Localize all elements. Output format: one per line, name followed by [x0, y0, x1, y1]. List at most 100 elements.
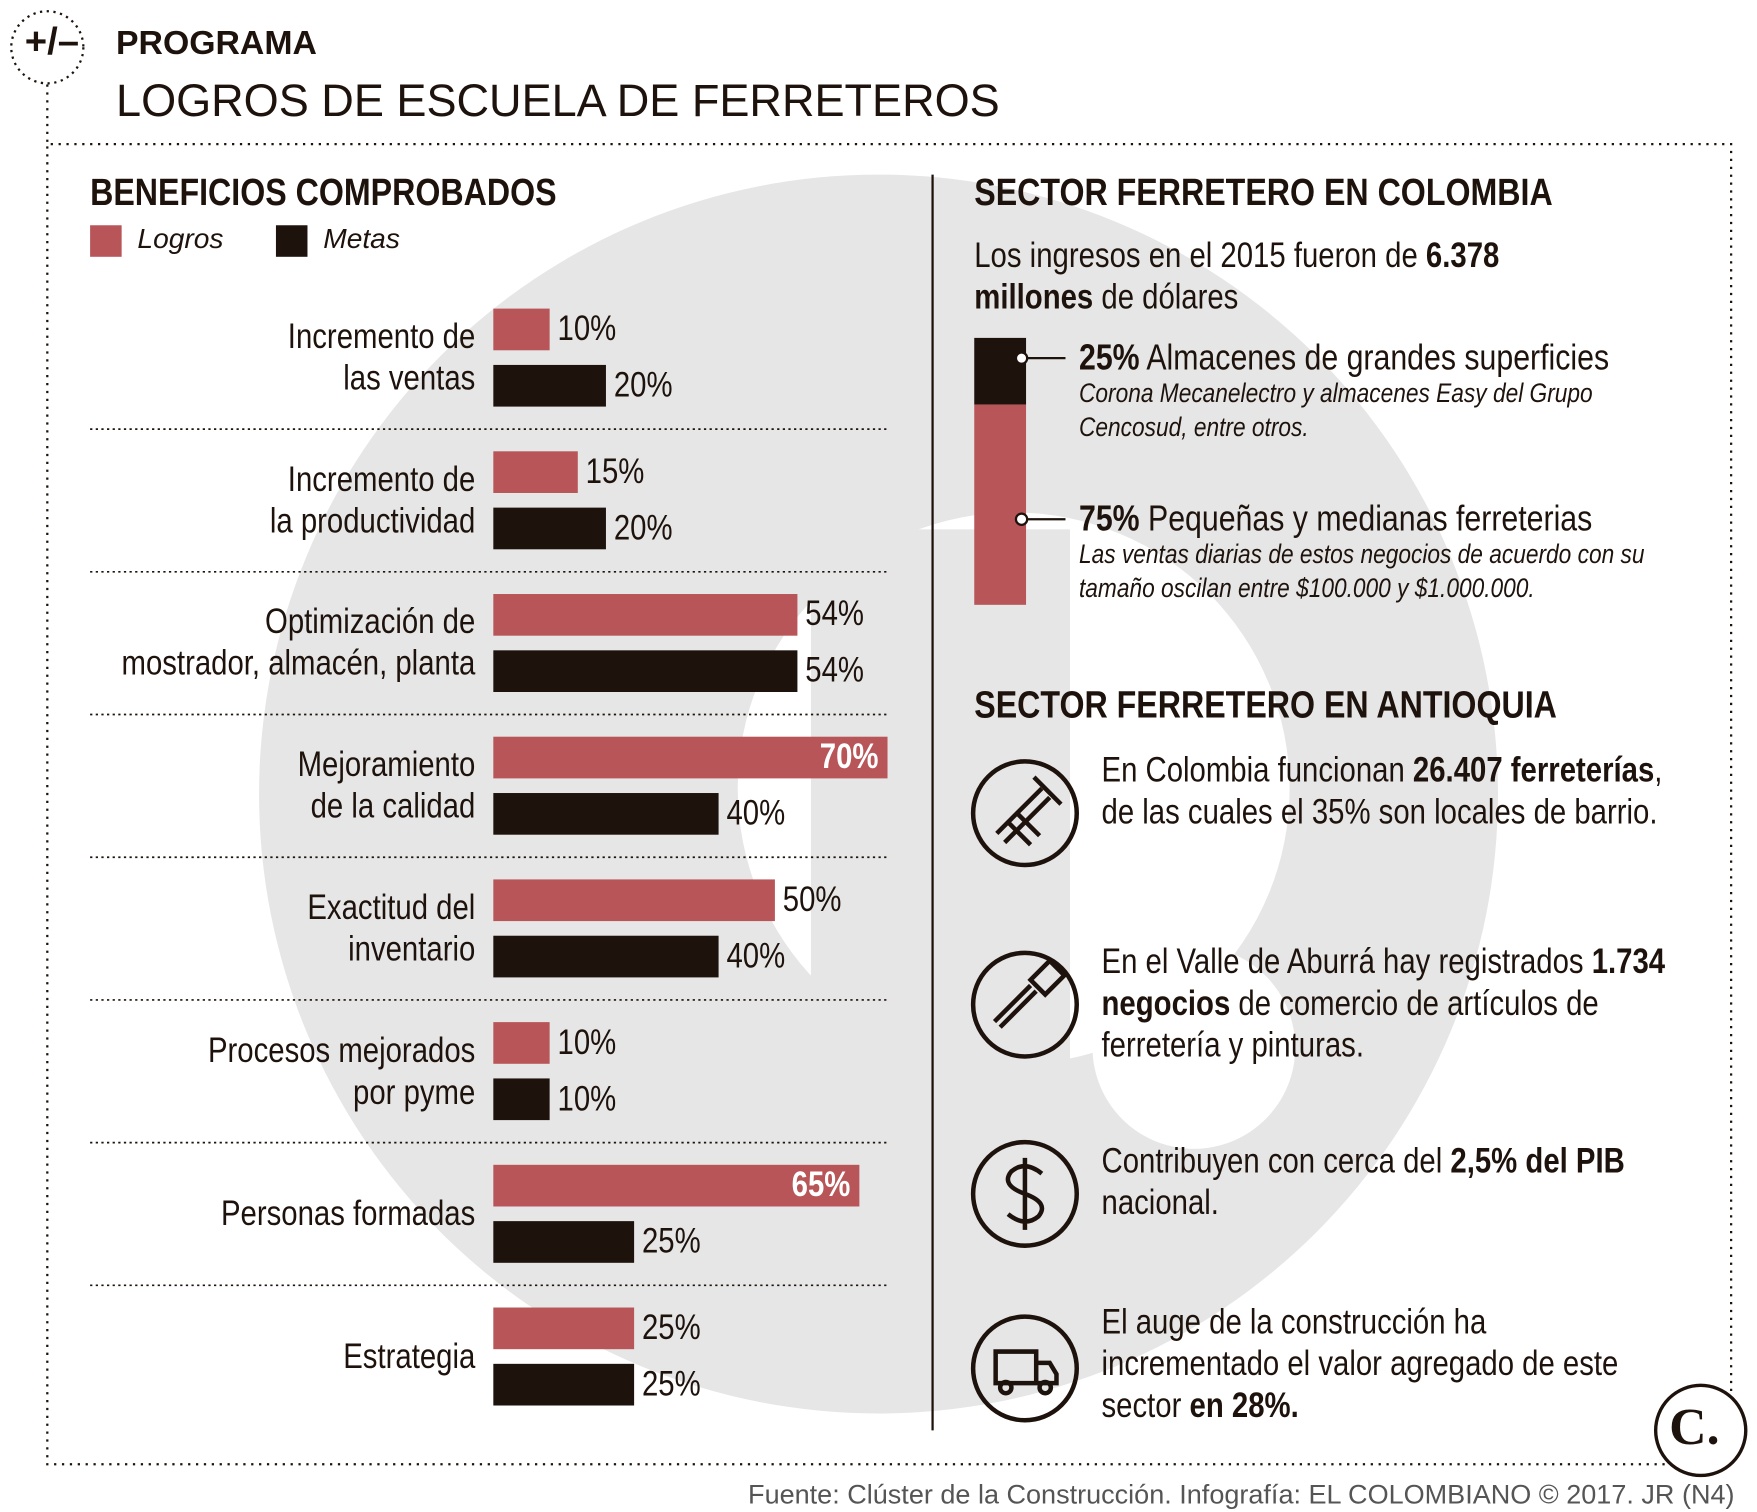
section-title: SECTOR FERRETERO EN COLOMBIA: [974, 171, 1553, 214]
legend-swatch: [275, 225, 308, 257]
icon-screw: [970, 759, 1079, 868]
rich-text: En Colombia funcionan 26.407 ferreterías…: [1102, 749, 1670, 832]
text-part: de comercio de artículos de ferretería y…: [1101, 983, 1599, 1065]
bar: [493, 879, 775, 922]
category-label: Mejoramiento de la calidad: [297, 744, 476, 826]
value-label: 50%: [782, 879, 842, 919]
category-label: Exactitud del inventario: [307, 887, 476, 969]
bar: [493, 507, 606, 550]
logo-ring: [1653, 1383, 1748, 1478]
bar: [493, 1022, 550, 1064]
bar: [493, 364, 606, 407]
value-label: 25%: [641, 1221, 701, 1261]
stack-segment: [974, 404, 1027, 605]
value-label: 20%: [613, 507, 673, 548]
value-label: 40%: [726, 793, 786, 833]
text-part: El auge de la construcción ha incrementa…: [1101, 1302, 1619, 1425]
text-part: En Colombia funcionan: [1101, 750, 1413, 790]
value-label: 54%: [805, 594, 865, 634]
segment-note: Corona Mecanelectro y almacenes Easy del…: [1078, 378, 1593, 443]
value-label: 10%: [557, 1078, 617, 1118]
category-label: Incremento de la productividad: [269, 459, 476, 541]
stack-label: 25% Almacenes de grandes superficies: [1079, 337, 1609, 379]
text-part: 6.378 millones: [974, 235, 1500, 317]
icon-dollar: [970, 1139, 1079, 1248]
value-label: 10%: [557, 1022, 617, 1062]
title: LOGROS DE ESCUELA DE FERRETEROS: [116, 76, 1000, 127]
value-label: 10%: [557, 308, 617, 349]
rich-text: Los ingresos en el 2015 fueron de 6.378 …: [974, 234, 1598, 317]
kicker: PROGRAMA: [116, 24, 317, 62]
legend-label: Logros: [137, 223, 224, 255]
bar: [493, 308, 550, 351]
icon-dollar-glyph: [1005, 1157, 1045, 1230]
icon-wheel: [997, 1379, 1014, 1396]
text-part: Los ingresos en el 2015 fueron de: [974, 235, 1426, 275]
text-part: de dólares: [1093, 277, 1239, 317]
bar: [493, 650, 798, 692]
value-label: 54%: [805, 650, 865, 690]
section-title: SECTOR FERRETERO EN ANTIOQUIA: [974, 683, 1557, 727]
bar: [493, 1221, 635, 1263]
bar: [493, 1363, 635, 1406]
text-part: 2,5% del PIB: [1450, 1140, 1625, 1181]
footer-source: Fuente: Clúster de la Construcción. Info…: [748, 1479, 1735, 1511]
value-label: 25%: [1078, 336, 1140, 378]
watermark: [810, 529, 1070, 1127]
segment-label: Pequeñas y medianas ferreterias: [1148, 497, 1593, 539]
legend-swatch: [90, 225, 122, 257]
category-label: Procesos mejorados por pyme: [207, 1030, 476, 1112]
value-label: 40%: [726, 935, 786, 976]
badge: +/–: [24, 20, 80, 64]
frame: [46, 84, 1733, 1466]
bar: [493, 1307, 635, 1350]
value-label: 25%: [641, 1363, 701, 1404]
bar: [493, 594, 798, 636]
category-label: Optimización de mostrador, almacén, plan…: [121, 601, 476, 683]
value-label: 15%: [585, 451, 645, 491]
category-label: Estrategia: [343, 1336, 476, 1376]
icon-brush-glyph: [992, 957, 1068, 1029]
icon-screw-glyph: [995, 775, 1063, 847]
rich-text: En el Valle de Aburrá hay registrados 1.…: [1102, 940, 1670, 1065]
category-label: Incremento de las ventas: [287, 316, 476, 398]
badge-ring: [10, 10, 85, 85]
bar: [493, 793, 719, 835]
text-part: En el Valle de Aburrá hay registrados: [1101, 941, 1592, 982]
text-part: 26.407 ferreterías: [1412, 750, 1655, 790]
text-part: , de las cuales el 35% son locales de ba…: [1101, 750, 1663, 832]
icon-brush: [970, 950, 1079, 1059]
value-label: 20%: [613, 364, 673, 405]
value-label: 70%: [819, 736, 879, 777]
section-title: BENEFICIOS COMPROBADOS: [90, 171, 557, 214]
bar: [493, 1164, 860, 1207]
icons: [970, 759, 1079, 1423]
value-label: 25%: [641, 1307, 701, 1347]
watermark: [1092, 946, 1296, 1149]
stack-label: 75% Pequeñas y medianas ferreterias: [1079, 498, 1592, 540]
category-label: Personas formadas: [220, 1193, 476, 1233]
icon-truck: [970, 1314, 1079, 1423]
bar: [493, 1078, 550, 1121]
rich-text: El auge de la construcción ha incrementa…: [1102, 1301, 1670, 1426]
bar: [493, 935, 719, 978]
text-part: en 28%.: [1189, 1385, 1299, 1425]
rich-text: Contribuyen con cerca del 2,5% del PIB n…: [1102, 1140, 1670, 1223]
segment-label: Almacenes de grandes superficies: [1146, 336, 1610, 378]
legend-label: Metas: [323, 223, 400, 255]
stack-segment: [974, 337, 1027, 405]
leader-dot: [1014, 351, 1029, 365]
bar: [493, 451, 578, 493]
leader-dot: [1014, 512, 1029, 526]
text-part: Contribuyen con cerca del: [1101, 1140, 1451, 1181]
text-part: nacional.: [1101, 1182, 1219, 1223]
logo: C.: [1669, 1397, 1720, 1456]
segment-note: Las ventas diarias de estos negocios de …: [1078, 539, 1645, 604]
bar: [493, 736, 888, 779]
value-label: 75%: [1078, 497, 1140, 539]
icon-wheel: [1037, 1379, 1054, 1396]
value-label: 65%: [791, 1164, 851, 1205]
